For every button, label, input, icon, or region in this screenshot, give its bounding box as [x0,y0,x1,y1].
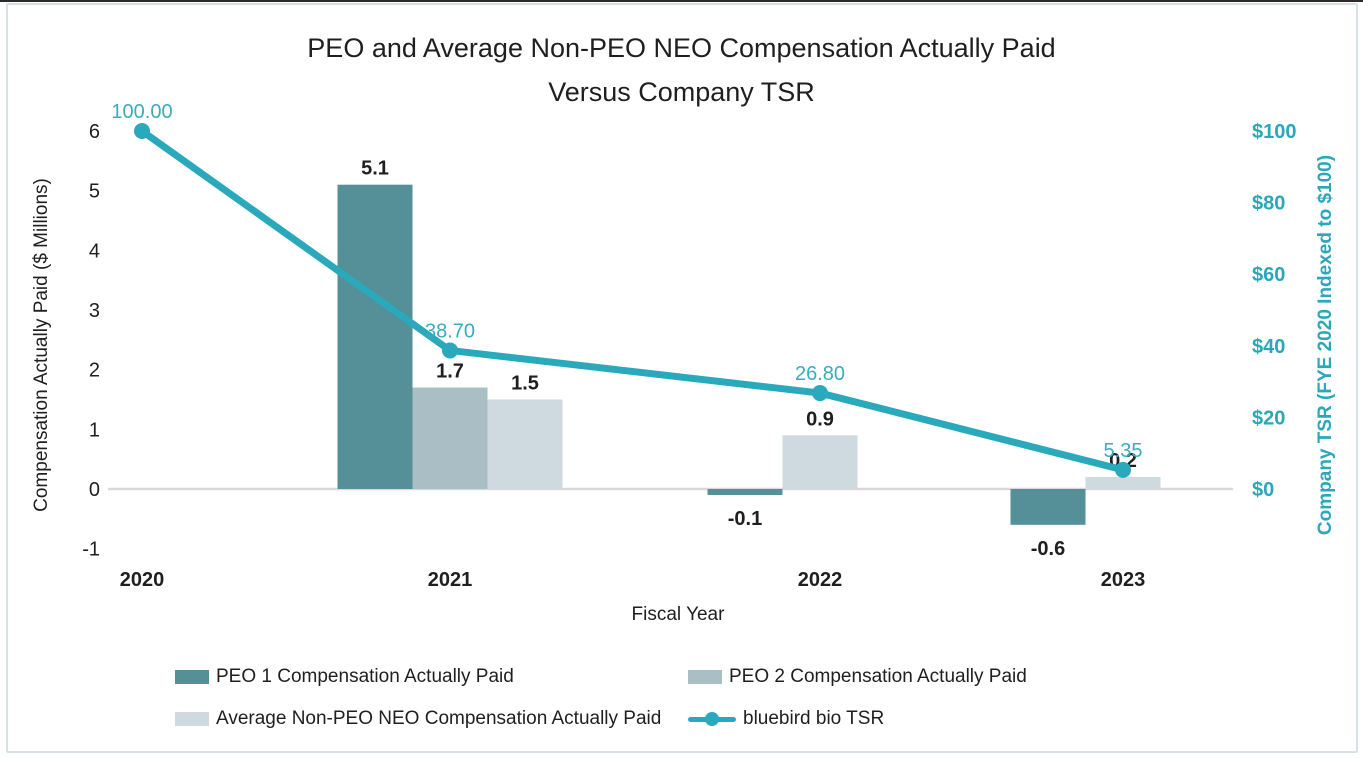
chart-title-line1: PEO and Average Non-PEO NEO Compensation… [307,33,1056,63]
bar-2023-s1 [1085,477,1161,489]
bar-2022-s0 [707,489,783,495]
legend-label-avg-neo: Average Non-PEO NEO Compensation Actuall… [216,708,662,729]
legend-line-marker-icon [688,712,736,726]
tsr-value-label-2020: 100.00 [111,101,172,123]
legend-label-peo2: PEO 2 Compensation Actually Paid [729,666,1027,687]
right-axis-tick-60: $60 [1252,264,1285,286]
plot-marks: 6 5 4 3 2 1 0 -1 $100 $80 $60 $40 $20 $0 2020 2021 2022 2… [82,101,1296,591]
tsr-value-label-2023: 5.35 [1104,440,1143,462]
legend-item-peo1: PEO 1 Compensation Actually Paid [175,666,514,687]
bar-label-2022-s1: 0.9 [806,408,834,430]
window-top-edge [0,0,1363,2]
bar-label-2021-s1: 1.7 [436,361,464,383]
legend-label-tsr: bluebird bio TSR [743,708,885,729]
legend-item-peo2: PEO 2 Compensation Actually Paid [688,666,1027,687]
left-axis-tick--1: -1 [82,539,100,561]
bar-2023-s0 [1010,489,1086,525]
chart-title: PEO and Average Non-PEO NEO Compensation… [0,26,1363,114]
legend-swatch-peo1 [175,670,209,684]
tsr-point-2021 [442,342,458,359]
bar-2021-s2 [487,399,563,489]
right-axis-tick-40: $40 [1252,336,1285,358]
legend-line-dot-icon [705,712,719,726]
left-axis-tick-0: 0 [89,479,100,501]
bar-label-2021-s0: 5.1 [361,158,389,180]
bar-label-2022-s0: -0.1 [728,508,762,530]
right-axis-title: Company TSR (FYE 2020 Indexed to $100) [1315,155,1336,535]
x-axis-tick-2022: 2022 [798,569,843,591]
x-axis-tick-2020: 2020 [120,569,165,591]
legend-swatch-peo2 [688,670,722,684]
chart-title-line2: Versus Company TSR [548,77,815,107]
left-axis-tick-5: 5 [89,181,100,203]
left-axis-tick-6: 6 [89,121,100,143]
right-axis-tick-20: $20 [1252,407,1285,429]
tsr-point-2022 [812,385,828,402]
bar-2021-s0 [337,184,413,490]
legend-item-avg-neo: Average Non-PEO NEO Compensation Actuall… [175,708,662,729]
bar-label-2021-s2: 1.5 [511,372,539,394]
x-axis-title: Fiscal Year [632,604,726,625]
left-axis-tick-3: 3 [89,300,100,322]
legend-label-peo1: PEO 1 Compensation Actually Paid [216,666,514,687]
right-axis-tick-80: $80 [1252,193,1285,215]
bar-2021-s1 [412,387,488,489]
right-axis-tick-0: $0 [1252,479,1274,501]
left-axis-title: Compensation Actually Paid ($ Millions) [31,178,52,512]
tsr-value-label-2021: 38.70 [425,320,475,342]
tsr-value-label-2022: 26.80 [795,363,845,385]
x-axis-tick-2021: 2021 [428,569,473,591]
tsr-point-2020 [134,123,150,139]
x-axis-tick-2023: 2023 [1101,569,1146,591]
legend-swatch-avg-neo [175,712,209,726]
tsr-point-2023 [1115,461,1131,478]
legend-item-tsr: bluebird bio TSR [688,708,885,729]
bar-2022-s1 [782,435,858,489]
right-axis-tick-100: $100 [1252,121,1297,143]
left-axis-tick-1: 1 [89,419,100,441]
tsr-line [138,127,1127,474]
bar-label-2023-s0: -0.6 [1031,538,1065,560]
left-axis-tick-4: 4 [89,240,100,262]
left-axis-tick-2: 2 [89,360,100,382]
